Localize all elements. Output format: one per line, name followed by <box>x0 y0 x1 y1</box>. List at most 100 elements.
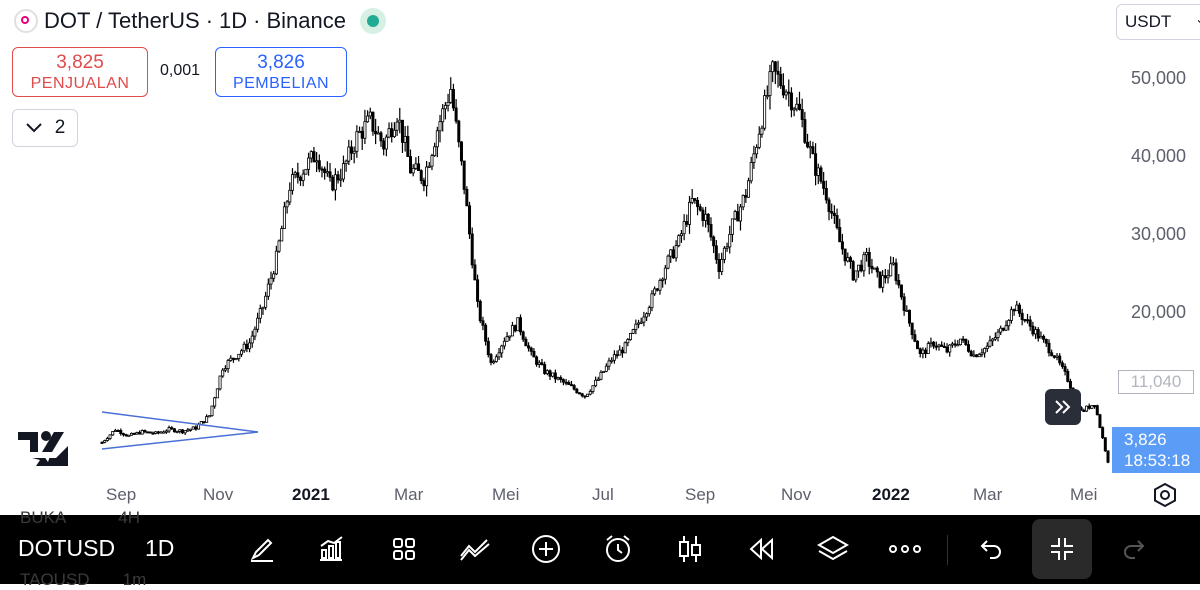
candle-body <box>328 171 332 178</box>
candle-body <box>360 130 364 139</box>
candle-body <box>857 264 861 272</box>
toolbar-symbol-button[interactable]: DOTUSD <box>18 535 116 561</box>
layouts-icon[interactable] <box>386 531 422 567</box>
candle-body <box>628 332 632 340</box>
currency-select[interactable]: USDT <box>1116 4 1200 40</box>
candle-body <box>371 111 375 132</box>
replay-icon[interactable] <box>743 531 779 567</box>
time-axis-label: Mei <box>492 485 520 504</box>
candle-body <box>744 195 748 198</box>
current-price-label: 3,826 18:53:18 <box>1112 427 1200 473</box>
compare-icon[interactable] <box>457 531 493 567</box>
candle-body <box>889 263 893 277</box>
price-axis-label: 50,000 <box>1130 68 1186 88</box>
candle-body <box>1085 405 1089 412</box>
candle-body <box>768 71 772 96</box>
candle-body <box>642 316 646 323</box>
candle-body <box>272 273 276 279</box>
candle-body <box>760 127 764 135</box>
candle-body <box>535 356 539 365</box>
candle-body <box>972 354 976 357</box>
indicators-icon[interactable] <box>313 531 349 567</box>
candle-body <box>339 178 343 181</box>
candle-body <box>1058 355 1062 364</box>
candle-body <box>588 391 592 395</box>
candle-body <box>164 430 168 433</box>
redo-icon[interactable] <box>1117 531 1153 567</box>
sell-button[interactable]: 3,825 PENJUALAN <box>12 47 148 97</box>
settings-gear-icon[interactable] <box>1152 482 1178 508</box>
candle-body <box>127 434 131 437</box>
toolbar-interval-button[interactable]: 1D <box>145 535 175 561</box>
candle-body <box>1103 437 1107 452</box>
candle-body <box>902 296 906 311</box>
candle-body <box>419 170 423 181</box>
candle-body <box>934 345 938 348</box>
price-chart[interactable] <box>0 0 1110 480</box>
candle-body <box>138 432 142 435</box>
candle-body <box>516 317 520 332</box>
candle-body <box>1044 338 1048 344</box>
background-text: BUKA 4H <box>20 508 140 527</box>
symbol-header[interactable]: DOT / TetherUS · 1D · Binance <box>14 8 386 34</box>
candle-body <box>822 180 826 189</box>
candle-body <box>486 340 490 356</box>
candle-body <box>749 162 753 182</box>
candle-body <box>875 267 879 273</box>
chart-area[interactable] <box>0 0 1200 515</box>
candle-body <box>623 342 627 354</box>
candle-body <box>121 433 125 436</box>
candle-body <box>197 424 201 430</box>
candle-body <box>349 146 353 154</box>
candle-body <box>1026 319 1030 322</box>
add-icon[interactable] <box>528 531 564 567</box>
candle-body <box>231 357 235 360</box>
candle-body <box>811 146 815 155</box>
candle-body <box>387 128 391 138</box>
undo-icon[interactable] <box>972 531 1008 567</box>
collapse-button[interactable] <box>1032 519 1092 579</box>
draw-icon[interactable] <box>244 531 280 567</box>
candle-body <box>253 328 257 337</box>
indicators-toggle[interactable]: 2 <box>12 109 78 147</box>
buy-button[interactable]: 3,826 PEMBELIAN <box>215 47 347 97</box>
symbol-name[interactable]: DOT / TetherUS <box>44 8 200 33</box>
alert-icon[interactable] <box>600 531 636 567</box>
candle-body <box>709 223 713 238</box>
candle-body <box>379 132 383 142</box>
market-status-icon[interactable] <box>359 8 386 34</box>
candle-body <box>862 254 866 272</box>
polkadot-icon <box>14 9 38 33</box>
candle-body <box>366 115 370 123</box>
interval[interactable]: 1D <box>219 8 248 33</box>
trend-line-lower[interactable] <box>101 431 259 450</box>
candle-body <box>840 241 844 250</box>
scroll-to-realtime-button[interactable] <box>1045 389 1081 425</box>
candles-icon[interactable] <box>672 531 708 567</box>
candle-body <box>167 427 171 432</box>
candle-body <box>916 340 920 350</box>
candle-body <box>615 354 619 357</box>
candle-body <box>1042 335 1046 340</box>
candle-body <box>492 361 496 364</box>
candle-body <box>655 288 659 291</box>
candle-body <box>358 130 362 133</box>
candle-body <box>553 372 557 380</box>
candle-body <box>457 120 461 143</box>
candle-body <box>575 388 579 394</box>
candle-body <box>682 221 686 235</box>
candle-body <box>497 352 501 358</box>
trend-line-upper[interactable] <box>101 411 259 433</box>
candle-body <box>215 388 219 399</box>
candle-body <box>264 295 268 308</box>
more-icon[interactable] <box>887 531 923 567</box>
candle-body <box>1012 309 1016 312</box>
candle-body <box>470 233 474 266</box>
candle-body <box>100 441 104 444</box>
candle-body <box>433 146 437 157</box>
layers-icon[interactable] <box>815 531 851 567</box>
candle-body <box>148 431 152 434</box>
candle-body <box>910 322 914 336</box>
time-axis-label: Sep <box>685 485 716 504</box>
time-axis-label: Mei <box>1070 485 1098 504</box>
